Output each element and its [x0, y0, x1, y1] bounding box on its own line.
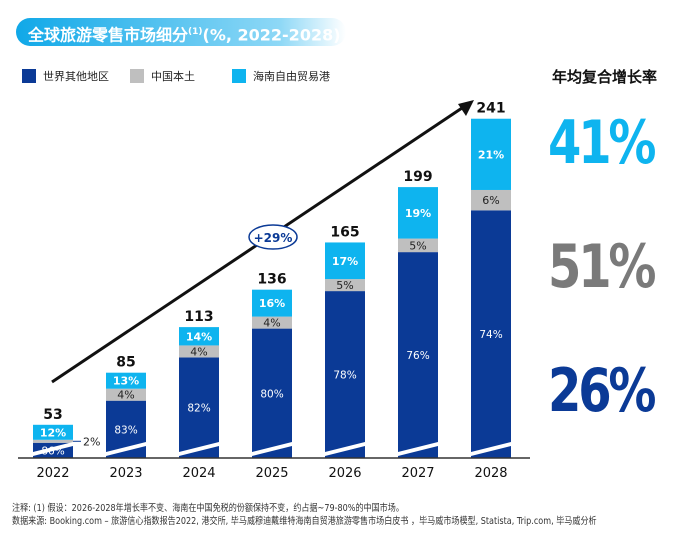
- bar-segment-2026-1: [325, 279, 365, 292]
- growth-label: +29%: [254, 231, 293, 245]
- data-label-2026-2: 17%: [332, 255, 358, 268]
- x-tick-2026: 2026: [328, 466, 361, 481]
- data-label-2025-1: 4%: [263, 317, 280, 330]
- legend-item-hainan: 海南自由贸易港: [232, 68, 330, 84]
- bar-segment-2024-2: [179, 327, 219, 346]
- data-label-2027-0: 76%: [406, 350, 429, 362]
- data-label-2023-2: 13%: [113, 375, 139, 388]
- bar-segment-2022-2: [33, 424, 73, 440]
- bar-segment-2023-2: [106, 372, 146, 389]
- data-label-2027-1: 5%: [409, 239, 426, 252]
- x-tick-2024: 2024: [182, 466, 215, 481]
- data-label-2025-2: 16%: [259, 297, 285, 310]
- legend-label: 海南自由贸易港: [253, 70, 330, 83]
- data-label-2026-1: 5%: [336, 279, 353, 292]
- data-label-2023-0: 83%: [114, 424, 137, 436]
- footnote: 注释: (1) 假设：2026-2028年增长率不变、海南在中国免税的份额保持不…: [12, 503, 404, 514]
- legend-item-rest-of-world: 世界其他地区: [22, 68, 109, 84]
- x-tick-2027: 2027: [401, 466, 434, 481]
- legend-label: 中国本土: [151, 70, 195, 83]
- axis-break-2027: [398, 442, 438, 456]
- bar-segment-2025-2: [252, 289, 292, 317]
- total-label-2023: 85: [116, 355, 135, 371]
- x-tick-2025: 2025: [255, 466, 288, 481]
- bar-segment-2027-2: [398, 187, 438, 239]
- data-label-2026-0: 78%: [333, 370, 356, 382]
- data-label-2022-1: 2%: [83, 435, 100, 448]
- data-label-2028-1: 6%: [482, 194, 499, 207]
- bar-segment-2024-0: [179, 357, 219, 458]
- bar-segment-2025-0: [252, 328, 292, 458]
- bar-segment-2024-1: [179, 345, 219, 358]
- bar-segment-2028-0: [471, 210, 511, 458]
- chart-title: 全球旅游零售市场细分(1)(%, 2022-2028): [16, 18, 346, 46]
- bar-segment-2022-1: [33, 439, 73, 443]
- data-label-2028-2: 21%: [478, 148, 504, 161]
- bar-segment-2027-0: [398, 252, 438, 458]
- title-suffix: (%, 2022-2028): [202, 25, 341, 45]
- cagr-rest-of-world: 26%: [548, 356, 656, 426]
- axis-break-2028: [471, 442, 511, 456]
- bar-segment-2026-0: [325, 291, 365, 458]
- title-text: 全球旅游零售市场细分: [28, 25, 189, 45]
- x-tick-2028: 2028: [474, 466, 507, 481]
- bar-segment-2026-2: [325, 242, 365, 280]
- cagr-hainan: 41%: [548, 108, 656, 178]
- legend-item-mainland-china: 中国本土: [130, 68, 195, 84]
- axis-break-2026: [325, 442, 365, 456]
- title-footnote: (1): [188, 27, 203, 37]
- total-label-2022: 53: [43, 407, 62, 423]
- axis-break-2025: [252, 442, 292, 456]
- legend-swatch: [130, 69, 144, 83]
- legend-swatch: [22, 69, 36, 83]
- bar-segment-2023-1: [106, 388, 146, 401]
- data-label-2024-2: 14%: [186, 330, 212, 343]
- total-label-2028: 241: [476, 101, 505, 117]
- axis-break-2022: [33, 442, 73, 456]
- cagr-mainland: 51%: [548, 232, 656, 302]
- source-note: 数据来源: Booking.com – 旅游信心指数报告2022, 港交所, 毕…: [12, 516, 597, 527]
- data-label-2027-2: 19%: [405, 207, 431, 220]
- data-label-2022-2: 12%: [40, 426, 66, 439]
- legend-swatch: [232, 69, 246, 83]
- data-label-2028-0: 74%: [479, 329, 502, 341]
- data-label-2025-0: 80%: [260, 388, 283, 400]
- total-label-2025: 136: [257, 272, 286, 288]
- axis-break-2024: [179, 442, 219, 456]
- data-label-2024-0: 82%: [187, 403, 210, 415]
- arrow-head: [458, 100, 474, 116]
- total-label-2026: 165: [330, 224, 359, 240]
- data-label-2023-1: 4%: [117, 389, 134, 402]
- x-tick-2023: 2023: [109, 466, 142, 481]
- bar-chart: 86%2%12%53202283%4%13%85202382%4%14%1132…: [18, 100, 530, 481]
- x-tick-2022: 2022: [36, 466, 69, 481]
- growth-ellipse: [248, 224, 298, 250]
- legend-label: 世界其他地区: [43, 70, 109, 83]
- total-label-2027: 199: [403, 169, 432, 185]
- data-label-2024-1: 4%: [190, 345, 207, 358]
- bar-segment-2028-2: [471, 118, 511, 190]
- total-label-2024: 113: [184, 309, 213, 325]
- bar-segment-2025-1: [252, 316, 292, 329]
- cagr-header: 年均复合增长率: [552, 68, 658, 86]
- axis-break-2023: [106, 442, 146, 456]
- bar-segment-2028-1: [471, 189, 511, 211]
- bar-segment-2027-1: [398, 238, 438, 253]
